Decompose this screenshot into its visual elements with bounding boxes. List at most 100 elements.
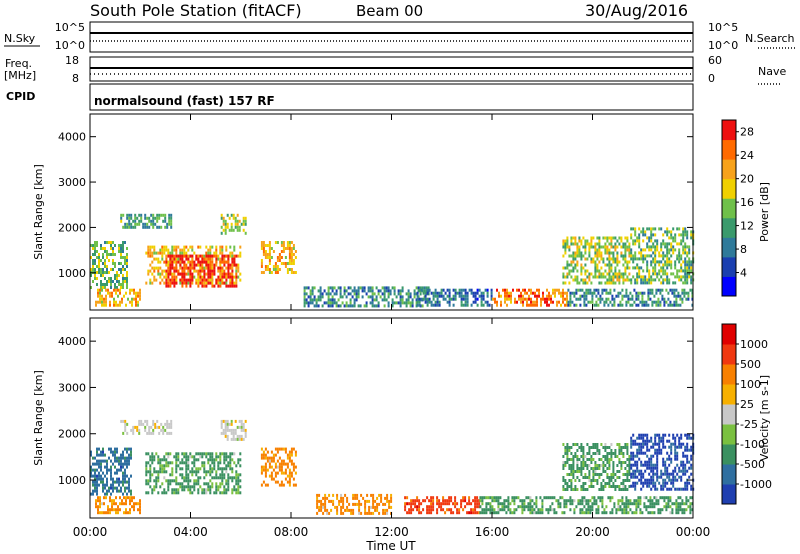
range-gate-cell — [376, 508, 379, 512]
range-gate-cell — [201, 266, 204, 270]
range-gate-cell — [335, 289, 338, 293]
range-gate-cell — [183, 485, 186, 489]
range-gate-cell — [480, 291, 483, 295]
range-gate-cell — [516, 300, 518, 304]
range-gate-cell — [151, 245, 154, 249]
range-gate-cell — [232, 437, 235, 441]
range-gate-cell — [112, 250, 114, 253]
range-gate-cell — [126, 474, 128, 478]
range-gate-cell — [122, 256, 124, 259]
range-gate-cell — [678, 248, 681, 252]
range-gate-cell — [274, 465, 277, 469]
range-gate-cell — [319, 292, 322, 296]
range-gate-cell — [474, 505, 477, 509]
range-gate-cell — [594, 245, 597, 249]
range-gate-cell — [274, 265, 277, 268]
range-gate-cell — [573, 303, 576, 307]
range-gate-cell — [225, 248, 228, 252]
colorbar-segment — [722, 484, 736, 505]
range-gate-cell — [661, 288, 664, 292]
range-gate-cell — [219, 248, 222, 252]
range-gate-cell — [600, 272, 603, 276]
range-gate-cell — [221, 266, 224, 270]
range-gate-cell — [421, 286, 424, 290]
range-gate-cell — [592, 446, 595, 449]
range-gate-cell — [642, 442, 645, 446]
range-gate-cell — [171, 473, 174, 477]
range-gate-cell — [614, 242, 617, 246]
range-gate-cell — [368, 511, 371, 515]
range-gate-cell — [103, 303, 105, 307]
range-gate-cell — [553, 508, 556, 512]
range-gate-cell — [109, 303, 111, 307]
range-gate-cell — [686, 278, 689, 282]
range-gate-cell — [530, 288, 532, 292]
range-gate-cell — [612, 254, 615, 258]
range-gate-cell — [211, 485, 214, 489]
range-gate-cell — [562, 254, 565, 258]
range-gate-cell — [217, 455, 220, 459]
range-gate-cell — [203, 275, 206, 279]
range-gate-cell — [377, 304, 380, 308]
range-gate-cell — [115, 288, 117, 292]
range-gate-cell — [610, 263, 613, 267]
range-gate-cell — [448, 297, 451, 301]
range-gate-cell — [647, 291, 650, 295]
range-gate-cell — [274, 268, 277, 271]
range-gate-cell — [378, 511, 381, 515]
range-gate-cell — [478, 502, 481, 506]
range-gate-cell — [650, 239, 653, 243]
range-gate-cell — [328, 499, 331, 503]
range-gate-cell — [149, 473, 152, 477]
range-gate-cell — [558, 288, 560, 292]
range-gate-cell — [209, 458, 212, 462]
range-gate-cell — [316, 511, 319, 515]
range-gate-cell — [674, 248, 677, 252]
range-gate-cell — [512, 288, 514, 292]
range-gate-cell — [584, 239, 587, 243]
range-gate-cell — [507, 508, 510, 512]
range-gate-cell — [169, 272, 172, 276]
range-gate-cell — [524, 297, 526, 301]
range-gate-cell — [209, 479, 212, 483]
range-gate-cell — [115, 496, 117, 500]
range-gate-cell — [187, 266, 190, 270]
range-gate-cell — [662, 272, 665, 276]
range-gate-cell — [155, 479, 158, 483]
range-gate-cell — [535, 496, 538, 500]
range-gate-cell — [576, 488, 579, 491]
range-gate-cell — [401, 295, 404, 299]
range-gate-cell — [582, 476, 585, 479]
range-gate-cell — [597, 297, 600, 301]
range-gate-cell — [129, 511, 131, 515]
range-gate-cell — [294, 471, 297, 475]
range-gate-cell — [570, 446, 573, 449]
range-gate-cell — [189, 491, 192, 495]
range-gate-cell — [680, 257, 683, 261]
range-gate-cell — [629, 291, 632, 295]
range-gate-cell — [674, 263, 677, 267]
range-gate-cell — [664, 445, 667, 449]
range-gate-cell — [658, 263, 661, 267]
range-gate-cell — [654, 484, 657, 488]
range-gate-cell — [592, 470, 595, 473]
range-gate-cell — [397, 289, 400, 293]
range-gate-cell — [608, 464, 611, 467]
range-gate-cell — [608, 251, 611, 255]
range-gate-cell — [145, 491, 148, 495]
range-gate-cell — [114, 262, 116, 265]
range-gate-cell — [424, 300, 427, 304]
range-gate-cell — [670, 230, 673, 234]
range-gate-cell — [625, 288, 628, 292]
range-gate-cell — [270, 477, 273, 481]
range-gate-cell — [557, 505, 560, 509]
range-gate-cell — [266, 265, 269, 268]
range-gate-cell — [205, 491, 208, 495]
range-gate-cell — [114, 450, 116, 454]
range-gate-cell — [371, 289, 374, 293]
range-gate-cell — [227, 275, 230, 279]
range-gate-cell — [580, 269, 583, 273]
range-gate-cell — [211, 245, 214, 249]
range-gate-cell — [658, 436, 661, 440]
range-gate-cell — [642, 281, 645, 285]
